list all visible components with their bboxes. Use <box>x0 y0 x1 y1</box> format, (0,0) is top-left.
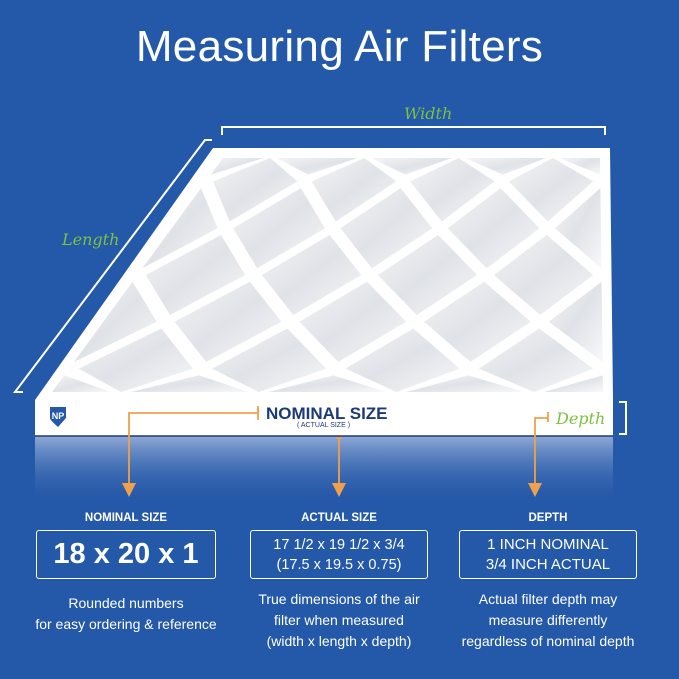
pleat-cell <box>447 188 540 269</box>
nominal-arrow-head <box>122 483 136 497</box>
pleat-cell <box>78 328 193 392</box>
nominal-size-column: NOMINAL SIZE 18 x 20 x 1 Rounded numbers… <box>26 512 226 635</box>
description-line: regardless of nominal depth <box>461 633 635 649</box>
pleat-cell <box>210 158 264 175</box>
description-line: filter when measured <box>274 612 404 628</box>
pleat-cell <box>268 375 387 392</box>
filter-front-face <box>35 400 613 436</box>
pleat-cell <box>406 375 525 392</box>
width-label: Width <box>404 104 453 123</box>
pleat-cell <box>174 281 282 362</box>
filter-reflection <box>35 436 613 506</box>
description-line: measure differently <box>488 612 608 628</box>
pleat-cell <box>548 281 603 362</box>
description-line: True dimensions of the air <box>258 591 420 607</box>
nominal-arrow <box>128 406 259 485</box>
pleat-cell <box>145 234 246 316</box>
column-heading: NOMINAL SIZE <box>84 512 168 524</box>
pleat-cell <box>345 328 460 392</box>
depth-actual: 3/4 INCH ACTUAL <box>485 555 611 573</box>
pleat-cell <box>377 234 478 316</box>
pleat-cell <box>493 234 594 316</box>
pleat-cell <box>559 158 601 175</box>
actual-size-column: ACTUAL SIZE 17 1/2 x 19 1/2 x 3/4 (17.5 … <box>239 512 439 652</box>
pleat-cell <box>410 158 495 222</box>
depth-nominal: 1 INCH NOMINAL <box>487 535 609 553</box>
depth-arrow <box>534 412 549 485</box>
pleat-cell <box>212 158 298 222</box>
pleat-cell <box>52 375 111 392</box>
depth-bracket <box>619 401 627 435</box>
pleat-cell <box>340 188 433 269</box>
filter-nominal-size-text: NOMINAL SIZE <box>266 404 388 423</box>
pleat-cell <box>424 281 531 362</box>
nominal-size-value: 18 x 20 x 1 <box>53 538 199 570</box>
nominal-size-box: 18 x 20 x 1 <box>36 530 216 579</box>
pleat-cell <box>508 158 594 222</box>
description-line: Rounded numbers <box>68 595 184 611</box>
description-line: for easy ordering & reference <box>35 616 217 632</box>
filter-pleats <box>52 158 603 392</box>
pleat-cell <box>465 158 547 175</box>
page-title: Measuring Air Filters <box>135 22 544 71</box>
description-line: Actual filter depth may <box>478 591 618 607</box>
pleat-cell <box>554 188 602 269</box>
actual-arrow <box>336 437 342 485</box>
actual-arrow-head <box>332 483 346 497</box>
svg-text:NP: NP <box>52 411 65 421</box>
pleat-cell <box>544 375 603 392</box>
column-description: Actual filter depth may measure differen… <box>448 589 648 652</box>
pleat-cell <box>261 234 362 316</box>
pleat-cell <box>371 158 452 175</box>
pleat-cell <box>299 281 407 362</box>
actual-size-box: 17 1/2 x 19 1/2 x 3/4 (17.5 x 19.5 x 0.7… <box>250 530 428 579</box>
actual-size-fraction: 17 1/2 x 19 1/2 x 3/4 <box>273 536 405 553</box>
pleat-cell <box>212 328 327 392</box>
pleat-cell <box>311 158 397 222</box>
filter-actual-size-text: ( ACTUAL SIZE ) <box>297 422 351 429</box>
depth-box: 1 INCH NOMINAL 3/4 INCH ACTUAL <box>459 530 637 579</box>
width-bracket <box>221 126 606 135</box>
description-line: (width x length x depth) <box>266 633 412 649</box>
pleat-cell <box>142 188 218 269</box>
pleat-cell <box>130 375 249 392</box>
pleat-cell <box>74 281 157 362</box>
column-description: True dimensions of the air filter when m… <box>239 589 439 652</box>
column-heading: DEPTH <box>528 512 568 524</box>
depth-label: Depth <box>556 409 606 428</box>
actual-size-decimal: (17.5 x 19.5 x 0.75) <box>276 556 402 573</box>
length-bracket <box>12 139 212 393</box>
pleat-cell <box>478 328 594 392</box>
pleat-cell <box>233 188 325 269</box>
np-logo: NP <box>50 407 66 427</box>
length-label: Length <box>62 230 120 249</box>
pleat-cell <box>276 158 358 175</box>
depth-arrow-head <box>528 483 542 497</box>
depth-column: DEPTH 1 INCH NOMINAL 3/4 INCH ACTUAL Act… <box>448 512 648 652</box>
column-description: Rounded numbers for easy ordering & refe… <box>26 593 226 635</box>
column-heading: ACTUAL SIZE <box>301 512 377 524</box>
